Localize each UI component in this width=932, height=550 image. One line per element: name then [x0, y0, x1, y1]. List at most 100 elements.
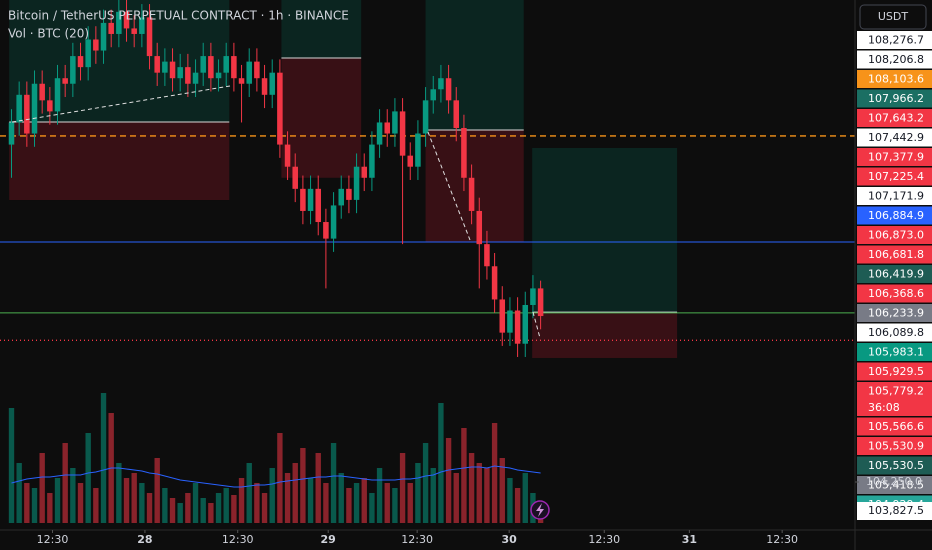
candle-body: [246, 61, 252, 84]
volume-bar: [39, 453, 45, 523]
volume-bar: [169, 498, 176, 523]
price-badge: [857, 476, 932, 494]
volume-bar: [438, 403, 444, 523]
price-badge: [857, 362, 932, 381]
y-tick-label: 104,250.0: [866, 475, 922, 488]
candle-body: [461, 127, 467, 178]
price-badge-label: 105,779.2: [868, 385, 924, 398]
price-badge: [857, 109, 932, 127]
volume-bar: [384, 483, 390, 523]
volume-bar: [154, 458, 160, 523]
volume-bar: [116, 463, 122, 523]
candle-body: [537, 288, 544, 317]
chart-subtitle: Vol · BTC (20): [8, 27, 89, 41]
price-badge-label: 107,442.9: [868, 131, 924, 144]
volume-pane: [8, 393, 544, 523]
price-badge-label: 107,643.2: [868, 112, 924, 125]
profit-zone: [425, 0, 524, 130]
position-zones: [9, 0, 678, 358]
price-axis: 108,276.7 108,206.8 108,103.6 107,966.2 107,…: [855, 31, 932, 520]
price-badge: [857, 437, 932, 455]
candle-body: [407, 155, 414, 167]
volume-bar: [93, 488, 99, 523]
volume-bar: [369, 493, 375, 523]
x-tick-label: 12:30: [222, 533, 254, 546]
candle-body: [154, 56, 160, 73]
price-badge: [857, 343, 932, 361]
price-badge-label: 108,103.6: [868, 73, 924, 86]
price-badge-label: 106,233.9: [868, 307, 924, 320]
volume-bar: [277, 433, 283, 523]
currency-label[interactable]: USDT: [878, 10, 909, 23]
volume-bar: [399, 453, 406, 523]
candle-body: [476, 210, 483, 245]
volume-bar: [514, 488, 521, 523]
price-badge: [857, 456, 932, 475]
price-badge-label: 105,530.5: [868, 459, 924, 472]
volume-bar: [323, 483, 329, 523]
candle-body: [438, 78, 444, 90]
candle-body: [484, 244, 490, 267]
loss-zone: [532, 312, 678, 358]
volume-bar: [261, 493, 268, 523]
candle-body: [307, 188, 314, 211]
volume-bar: [284, 473, 291, 523]
candle-body: [507, 310, 513, 333]
price-badge-label: 107,171.9: [868, 190, 924, 203]
candle-body: [200, 56, 206, 73]
volume-bar: [77, 483, 84, 523]
profit-zone: [281, 0, 362, 58]
volume-bar: [468, 453, 475, 523]
candle-body: [514, 310, 521, 344]
volume-bar: [123, 478, 130, 523]
volume-bar: [162, 488, 168, 523]
price-badge: [857, 304, 932, 322]
price-badge: [857, 167, 932, 186]
currency-button[interactable]: [859, 4, 927, 30]
price-badge-label: 105,929.5: [868, 365, 924, 378]
candle-body: [453, 100, 460, 128]
loss-zone: [9, 122, 230, 201]
volume-bar: [54, 478, 61, 523]
candle-body: [93, 39, 99, 51]
volume-bar: [246, 463, 252, 523]
x-tick-label: 30: [502, 533, 518, 546]
candle-body: [330, 205, 337, 239]
price-badge: [857, 417, 932, 436]
crosshair-label: 103,827.5: [868, 504, 924, 517]
candle-body: [269, 72, 275, 95]
x-tick-label: 12:30: [401, 533, 433, 546]
volume-ma: [11, 465, 541, 488]
price-badge: [857, 284, 932, 303]
price-badge: [857, 31, 932, 49]
candle-body: [292, 166, 298, 189]
loss-zone: [425, 129, 524, 243]
candle-body: [100, 22, 107, 51]
price-badge: [857, 323, 932, 342]
candle-body: [146, 17, 153, 57]
candle-body: [415, 133, 421, 167]
price-badge: [857, 128, 932, 147]
candle-body: [422, 100, 429, 134]
price-badge-label: 105,418.5: [868, 479, 924, 492]
volume-bar: [453, 473, 459, 523]
volume-bar: [192, 483, 199, 523]
crosshair-badge: [857, 502, 932, 520]
candle-body: [530, 288, 536, 305]
candle-body: [430, 89, 437, 101]
price-badge-label: 108,276.7: [868, 34, 924, 47]
price-badge-label: 108,206.8: [868, 53, 924, 66]
price-badge: [857, 245, 932, 264]
price-badge-label: 105,566.6: [868, 420, 924, 433]
candle-body: [376, 122, 383, 145]
x-tick-label: 12:30: [588, 533, 620, 546]
candle-body: [70, 56, 76, 84]
candle-body: [223, 56, 229, 73]
candle-body: [123, 11, 130, 29]
candle-body: [54, 78, 61, 112]
candle-body: [468, 177, 475, 211]
candle-body: [208, 56, 214, 79]
candle-body: [491, 266, 498, 300]
price-badge-label: 106,419.9: [868, 268, 924, 281]
price-badge-label: 106,681.8: [868, 248, 924, 261]
